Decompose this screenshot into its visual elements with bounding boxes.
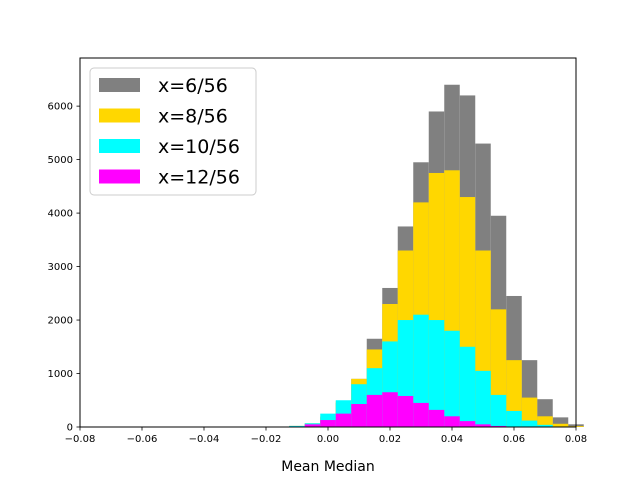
histogram-bar-series-1	[506, 360, 522, 427]
x-tick-label: −0.06	[127, 434, 158, 445]
y-tick-label: 5000	[48, 155, 73, 166]
legend-label: x=10/56	[158, 136, 240, 158]
x-tick-label: −0.04	[189, 434, 220, 445]
x-tick-label: −0.02	[251, 434, 282, 445]
legend-swatch	[99, 169, 140, 184]
histogram-bar-series-2	[490, 394, 507, 427]
legend-label: x=12/56	[158, 167, 240, 189]
histogram-bar-series-3	[382, 392, 398, 427]
histogram-bar-series-3	[366, 394, 383, 427]
histogram-bar-series-2	[521, 420, 538, 427]
histogram-bar-series-3	[397, 395, 414, 427]
histogram-bar-series-3	[335, 413, 352, 427]
legend-swatch	[99, 108, 140, 123]
histogram-bar-series-2	[537, 424, 553, 427]
histogram-bar-series-3	[475, 424, 491, 427]
histogram-bar-series-3	[459, 421, 476, 427]
x-tick-label: −0.08	[65, 434, 96, 445]
legend-label: x=8/56	[158, 106, 228, 128]
histogram-bar-series-3	[444, 416, 460, 427]
legend-box	[89, 67, 257, 196]
histogram-bar-series-3	[304, 424, 321, 427]
y-tick-label: 1000	[48, 369, 73, 380]
histogram-bar-series-3	[413, 402, 429, 427]
y-tick-label: 4000	[48, 209, 73, 220]
histogram-bar-series-2	[428, 320, 445, 427]
x-axis-ticks: −0.08 −0.06 −0.04 −0.02 0.00 0.02 0.04 0.06 0.08	[65, 427, 587, 445]
histogram-bar-series-0	[552, 417, 569, 427]
histogram-bar-series-2	[506, 410, 522, 427]
legend: x=6/56 x=8/56 x=10/56 x=12/56	[89, 67, 257, 196]
histogram-bar-series-1	[552, 423, 569, 427]
y-tick-label: 6000	[48, 102, 73, 113]
x-tick-label: 0.02	[379, 434, 401, 445]
histogram-bar-series-1	[537, 416, 553, 427]
y-axis-ticks: 0 1000 2000 3000 4000 5000 6000	[48, 102, 80, 434]
histogram-bar-series-2	[459, 346, 476, 427]
histogram-bars	[273, 84, 584, 428]
histogram-bar-series-1	[521, 397, 538, 427]
legend-label: x=6/56	[158, 75, 228, 97]
y-tick-label: 3000	[48, 262, 73, 273]
x-tick-label: 0.00	[317, 434, 339, 445]
x-tick-label: 0.06	[503, 434, 525, 445]
legend-swatch	[99, 139, 140, 153]
histogram-bar-series-3	[428, 409, 445, 427]
legend-swatch	[99, 78, 140, 92]
histogram-bar-series-3	[320, 420, 336, 427]
y-tick-label: 2000	[48, 316, 73, 327]
x-tick-label: 0.08	[565, 434, 587, 445]
x-axis-label: Mean Median	[281, 459, 375, 475]
histogram-bar-series-3	[490, 425, 507, 427]
histogram-bar-series-2	[475, 370, 491, 427]
histogram-bar-series-2	[289, 425, 305, 427]
histogram-bar-series-2	[413, 314, 429, 427]
histogram-bar-series-2	[444, 330, 460, 427]
histogram-bar-series-3	[351, 404, 367, 427]
y-tick-label: 0	[67, 423, 73, 434]
x-tick-label: 0.04	[441, 434, 463, 445]
